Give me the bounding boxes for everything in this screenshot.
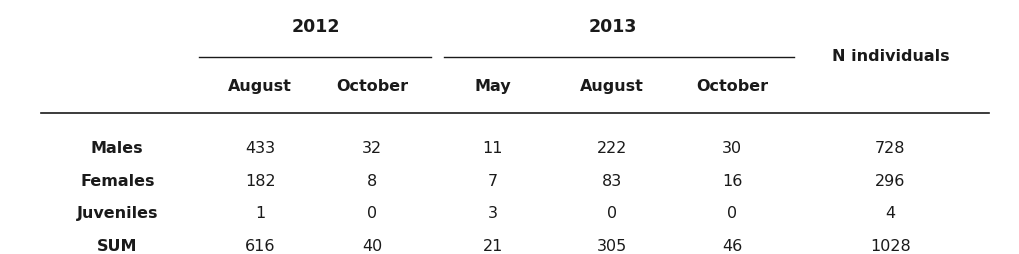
Text: 83: 83 bbox=[601, 174, 622, 189]
Text: Juveniles: Juveniles bbox=[76, 206, 158, 221]
Text: 728: 728 bbox=[874, 141, 905, 156]
Text: 182: 182 bbox=[245, 174, 275, 189]
Text: 3: 3 bbox=[487, 206, 497, 221]
Text: 0: 0 bbox=[727, 206, 737, 221]
Text: 2013: 2013 bbox=[588, 18, 636, 36]
Text: 1028: 1028 bbox=[869, 239, 910, 254]
Text: October: October bbox=[696, 79, 767, 94]
Text: 433: 433 bbox=[245, 141, 275, 156]
Text: 0: 0 bbox=[606, 206, 616, 221]
Text: 296: 296 bbox=[874, 174, 905, 189]
Text: 30: 30 bbox=[721, 141, 742, 156]
Text: Males: Males bbox=[91, 141, 144, 156]
Text: N individuals: N individuals bbox=[830, 49, 949, 64]
Text: 616: 616 bbox=[245, 239, 275, 254]
Text: Females: Females bbox=[79, 174, 155, 189]
Text: August: August bbox=[228, 79, 291, 94]
Text: 4: 4 bbox=[884, 206, 895, 221]
Text: October: October bbox=[336, 79, 408, 94]
Text: 222: 222 bbox=[596, 141, 627, 156]
Text: 1: 1 bbox=[255, 206, 265, 221]
Text: 305: 305 bbox=[596, 239, 627, 254]
Text: 46: 46 bbox=[721, 239, 742, 254]
Text: SUM: SUM bbox=[97, 239, 138, 254]
Text: 8: 8 bbox=[367, 174, 377, 189]
Text: May: May bbox=[474, 79, 511, 94]
Text: 11: 11 bbox=[482, 141, 502, 156]
Text: 32: 32 bbox=[362, 141, 382, 156]
Text: August: August bbox=[580, 79, 643, 94]
Text: 0: 0 bbox=[367, 206, 377, 221]
Text: 16: 16 bbox=[721, 174, 742, 189]
Text: 40: 40 bbox=[362, 239, 382, 254]
Text: 2012: 2012 bbox=[291, 18, 340, 36]
Text: 7: 7 bbox=[487, 174, 497, 189]
Text: 21: 21 bbox=[482, 239, 502, 254]
